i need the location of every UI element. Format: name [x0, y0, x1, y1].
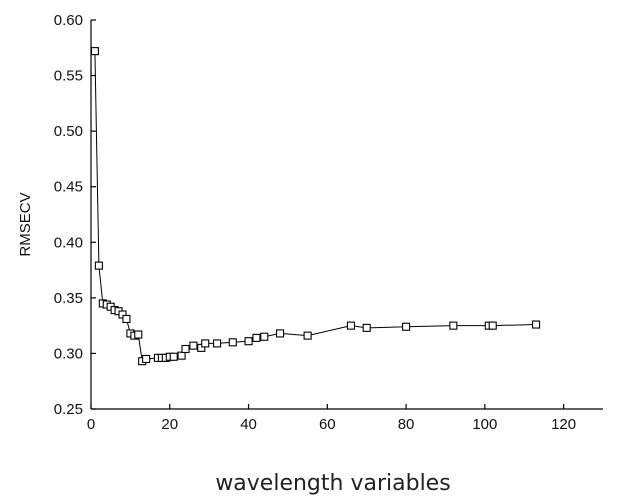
y-axis-title: RMSECV: [17, 192, 34, 256]
data-point: [533, 321, 540, 328]
data-point: [363, 324, 370, 331]
x-tick-label: 120: [551, 416, 576, 433]
data-point: [403, 323, 410, 330]
y-tick-label: 0.50: [54, 123, 83, 140]
data-point: [123, 315, 130, 322]
data-point: [304, 332, 311, 339]
data-point: [214, 340, 221, 347]
data-point: [261, 333, 268, 340]
x-axis: 0 20 40 60 80 100 120: [87, 404, 576, 433]
data-point: [489, 322, 496, 329]
y-tick-label: 0.60: [54, 12, 83, 29]
data-point: [245, 338, 252, 345]
data-point: [95, 262, 102, 269]
data-point: [229, 339, 236, 346]
y-tick-label: 0.35: [54, 290, 83, 307]
x-tick-label: 100: [472, 416, 497, 433]
data-point: [277, 330, 284, 337]
series-line: [95, 51, 536, 361]
x-axis-title: wavelength variables: [215, 471, 450, 496]
x-tick-label: 60: [319, 416, 336, 433]
data-point: [170, 353, 177, 360]
data-point: [190, 342, 197, 349]
data-point: [135, 331, 142, 338]
data-point: [450, 322, 457, 329]
y-tick-label: 0.55: [54, 68, 83, 85]
plot-frame: [91, 20, 603, 409]
y-tick-label: 0.45: [54, 179, 83, 196]
series-group: [91, 48, 539, 365]
x-tick-label: 80: [398, 416, 415, 433]
data-point: [178, 352, 185, 359]
y-tick-label: 0.30: [54, 345, 83, 362]
data-point: [347, 322, 354, 329]
x-tick-label: 40: [240, 416, 257, 433]
data-point: [182, 345, 189, 352]
data-point: [253, 334, 260, 341]
y-tick-label: 0.40: [54, 234, 83, 251]
data-point: [202, 340, 209, 347]
y-axis: 0.25 0.30 0.35 0.40 0.45 0.50 0.55 0.60: [54, 12, 96, 418]
data-point: [143, 355, 150, 362]
data-point: [91, 48, 98, 55]
x-tick-label: 0: [87, 416, 95, 433]
y-tick-label: 0.25: [54, 401, 83, 418]
x-tick-label: 20: [161, 416, 178, 433]
